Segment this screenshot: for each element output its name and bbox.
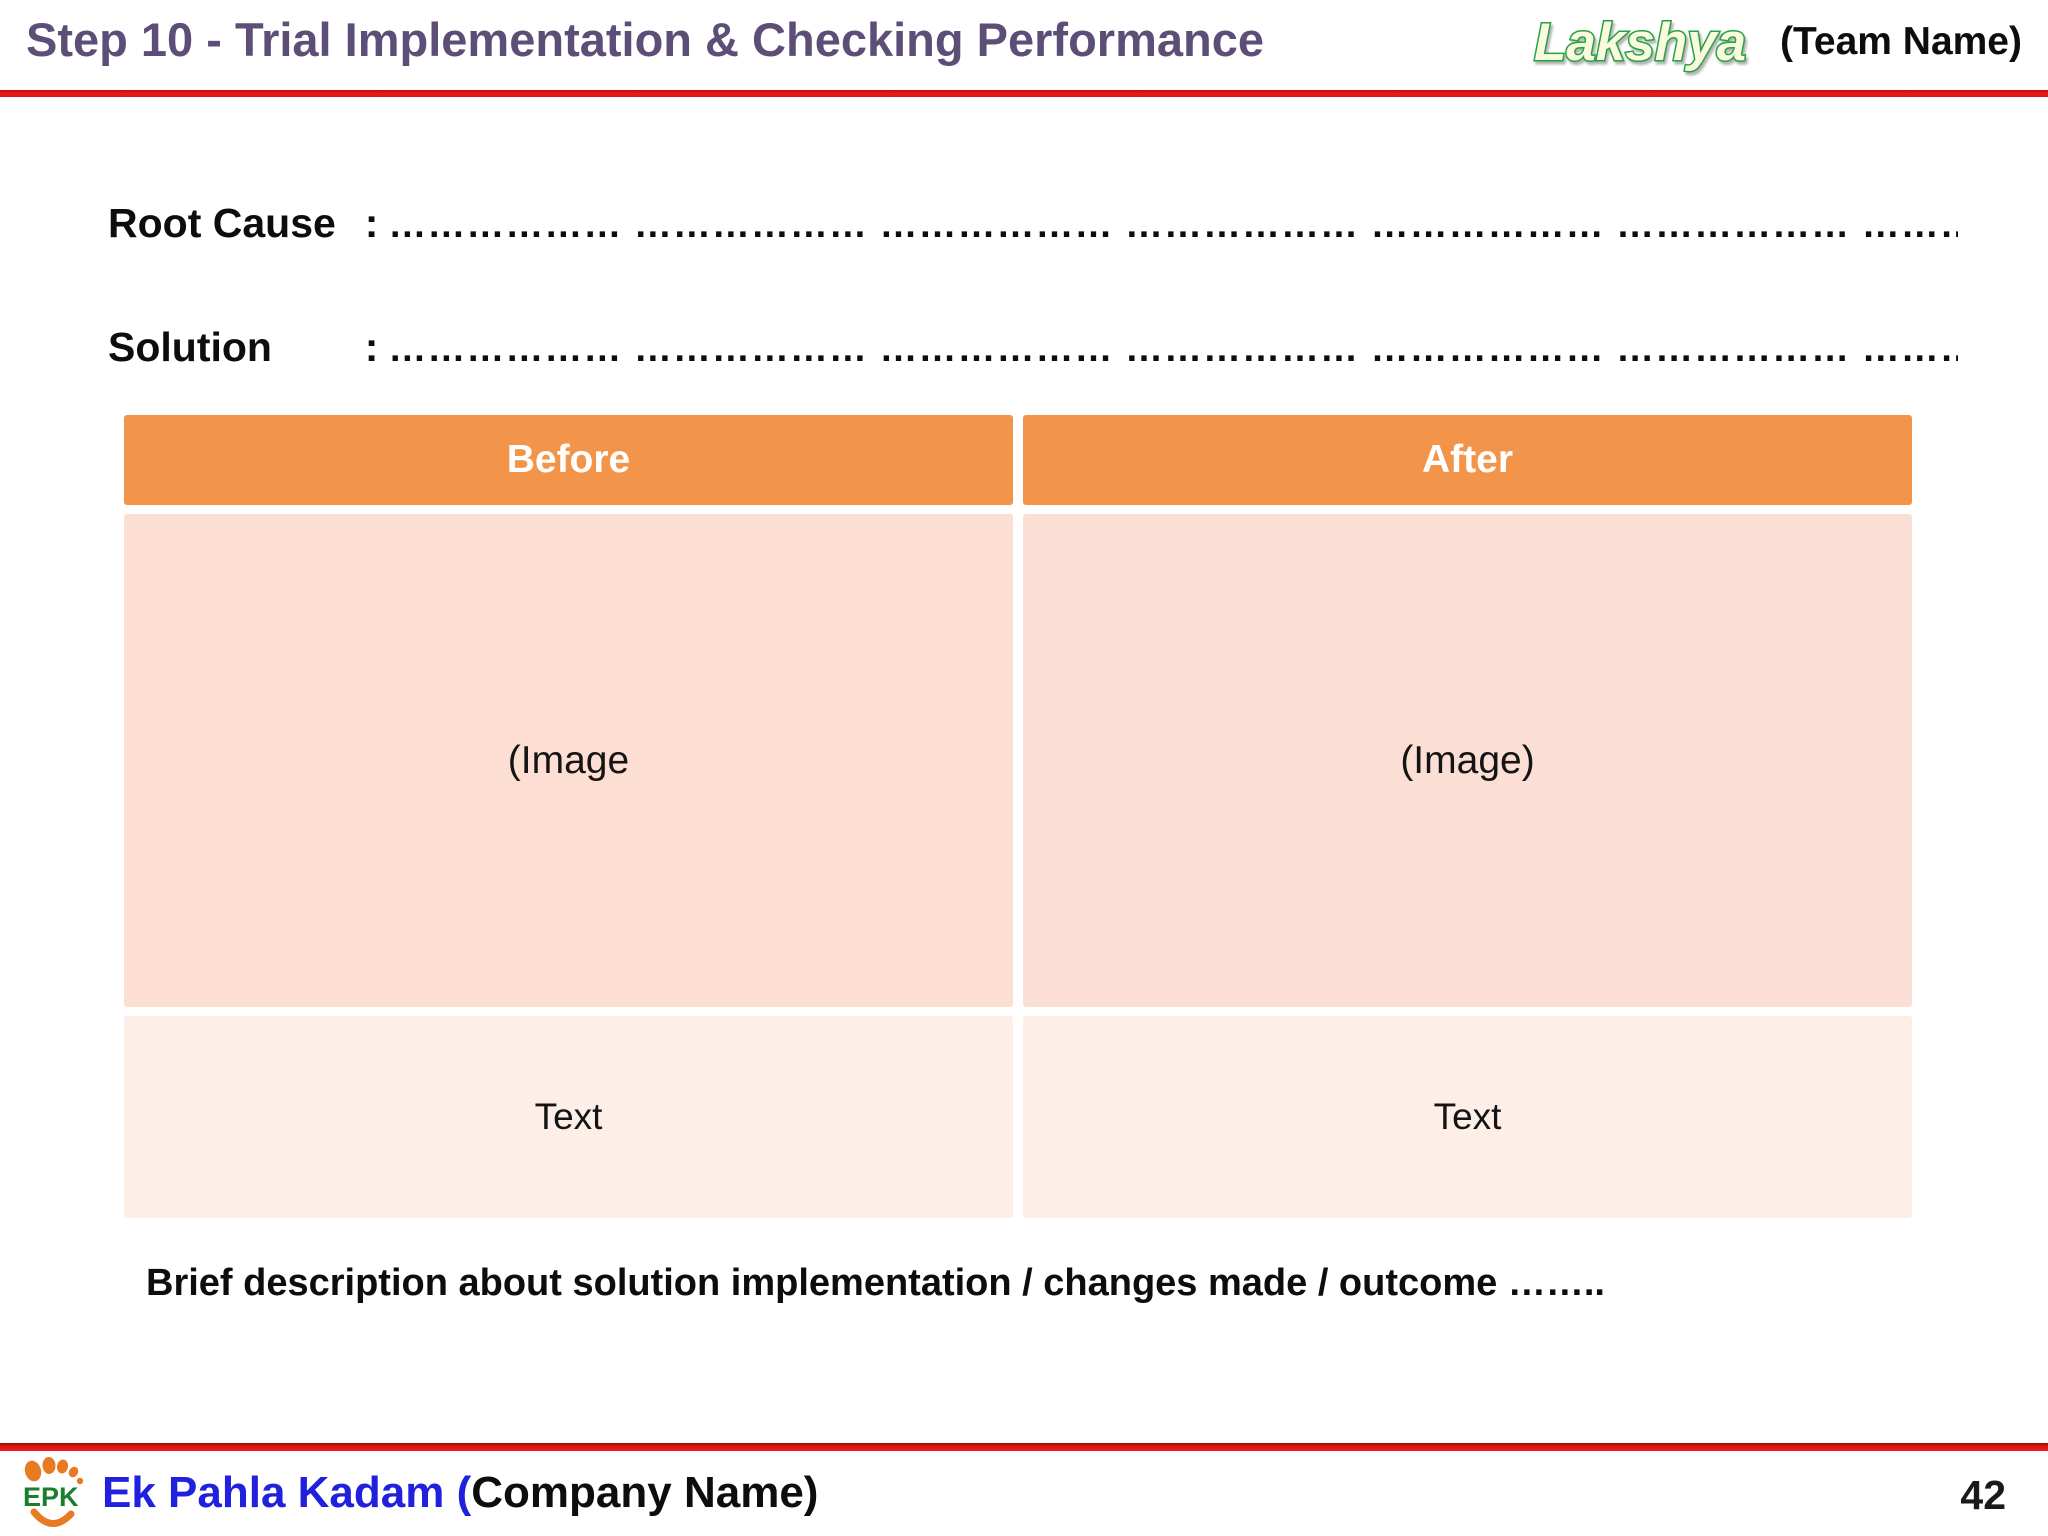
root-cause-value: ……………… ……………… ……………… ……………… ……………… ……………… [388, 204, 1958, 246]
team-name-label: (Team Name) [1779, 20, 2022, 63]
epk-logo-smile [30, 1508, 75, 1527]
team-logo-group: Lakshya (Team Name) [1528, 6, 2022, 78]
solution-row: Solution : ……………… ……………… ……………… ……………… …… [108, 324, 1958, 371]
before-text-cell: Text [124, 1016, 1013, 1218]
footer-divider-line [0, 1443, 2048, 1451]
table-header-before: Before [124, 415, 1013, 505]
before-after-table: Before After (Image (Image) Text Text [124, 415, 1912, 1218]
company-name-suffix: Company Name) [471, 1468, 819, 1517]
root-cause-label: Root Cause [108, 200, 336, 246]
after-image-placeholder: (Image) [1023, 514, 1912, 1007]
page-number: 42 [1960, 1472, 2006, 1518]
root-cause-row: Root Cause : ……………… ……………… ……………… ………………… [108, 200, 1958, 247]
footer-company-name: Ek Pahla Kadam (Company Name) [102, 1468, 818, 1518]
solution-value: ……………… ……………… ……………… ……………… ……………… ……………… [388, 328, 1958, 370]
page-title: Step 10 - Trial Implementation & Checkin… [26, 13, 1264, 66]
epk-logo-toes [24, 1457, 84, 1485]
table-header-after: After [1023, 415, 1912, 505]
epk-footprint-logo: EPK [23, 1457, 84, 1527]
lakshya-logo: Lakshya [1532, 12, 1747, 74]
header-divider-line [0, 90, 2048, 97]
company-name-prefix: Ek Pahla Kadam ( [102, 1468, 472, 1517]
after-text-cell: Text [1023, 1016, 1912, 1218]
before-image-placeholder: (Image [124, 514, 1013, 1007]
epk-logo-text: EPK [23, 1482, 79, 1512]
solution-colon: : [364, 324, 379, 370]
solution-label: Solution [108, 324, 272, 370]
root-cause-colon: : [364, 200, 379, 246]
lakshya-logo-text: Lakshya [1534, 13, 1746, 72]
brief-description: Brief description about solution impleme… [146, 1262, 1605, 1304]
